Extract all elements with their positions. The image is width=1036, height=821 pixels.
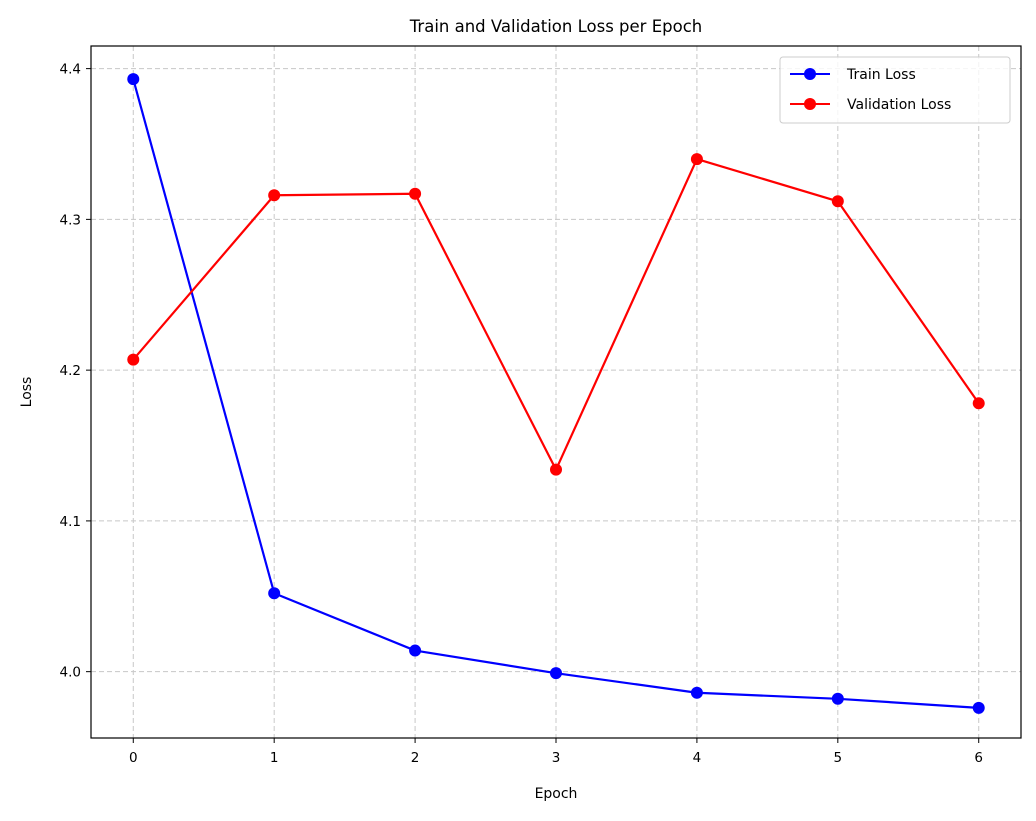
x-axis-label: Epoch — [535, 786, 578, 802]
validation-loss-point — [831, 195, 844, 208]
x-tick-label: 0 — [129, 750, 138, 766]
series-train-loss — [127, 73, 985, 714]
legend-marker-validation — [804, 98, 816, 110]
validation-loss-point — [690, 153, 703, 166]
x-tick-label: 4 — [693, 750, 702, 766]
train-loss-point — [550, 667, 562, 680]
series-group — [127, 73, 985, 714]
train-loss-point — [268, 587, 281, 600]
legend: Train Loss Validation Loss — [779, 56, 1011, 124]
train-loss-point — [831, 692, 844, 705]
x-tick-label: 3 — [552, 750, 561, 766]
validation-loss-point — [972, 397, 985, 410]
validation-loss-point — [550, 463, 562, 476]
y-tick-label: 4.0 — [60, 665, 81, 681]
axis-ticks: 0 1 2 3 4 5 6 4.0 4.1 4.2 4.3 4.4 — [60, 62, 984, 766]
y-tick-label: 4.1 — [60, 514, 81, 530]
grid-lines — [91, 46, 1021, 738]
series-validation-loss — [127, 153, 985, 476]
train-loss-point — [409, 644, 422, 657]
validation-loss-point — [409, 187, 422, 200]
y-tick-label: 4.3 — [60, 212, 81, 228]
x-tick-label: 2 — [411, 750, 420, 766]
train-loss-point — [972, 701, 985, 714]
x-tick-label: 6 — [974, 750, 983, 766]
x-tick-label: 1 — [270, 750, 279, 766]
legend-label-validation: Validation Loss — [847, 97, 951, 113]
x-tick-label: 5 — [834, 750, 843, 766]
validation-loss-point — [268, 189, 281, 202]
validation-loss-point — [127, 353, 140, 366]
chart-title: Train and Validation Loss per Epoch — [409, 17, 702, 36]
legend-box — [779, 56, 1011, 124]
y-tick-label: 4.4 — [60, 62, 81, 78]
legend-marker-train — [804, 68, 816, 80]
train-loss-point — [127, 73, 140, 86]
y-axis-label: Loss — [19, 377, 35, 408]
legend-label-train: Train Loss — [846, 67, 916, 83]
train-loss-point — [690, 686, 703, 699]
y-tick-label: 4.2 — [60, 363, 81, 379]
